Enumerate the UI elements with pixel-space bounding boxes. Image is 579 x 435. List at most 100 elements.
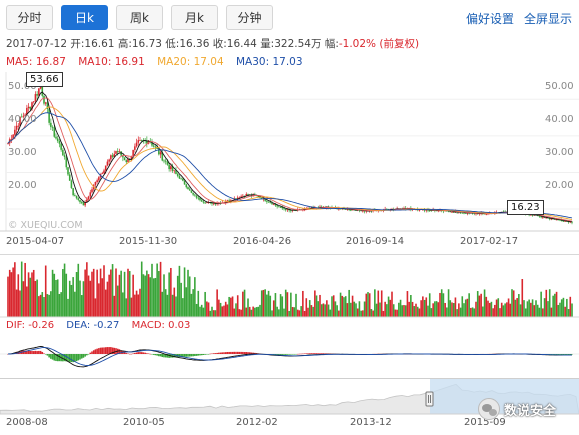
change-value: -1.02% xyxy=(338,38,377,50)
volume-bar xyxy=(195,303,198,317)
ma10-value: 16.91 xyxy=(114,56,145,68)
macd-bar xyxy=(32,351,35,354)
ma10-legend: MA10: 16.91 xyxy=(78,56,145,68)
volume-bar xyxy=(365,293,368,317)
xueqiu-watermark: © XUEQIU.COM xyxy=(8,220,83,231)
candle-body xyxy=(180,178,182,180)
volume-bar xyxy=(470,307,472,317)
price-tick-left: 40.00 xyxy=(8,114,37,125)
macd-bar xyxy=(36,351,38,354)
macd-bar xyxy=(235,351,237,354)
tab-minute[interactable]: 分钟 xyxy=(226,5,273,30)
volume-bar xyxy=(230,297,232,317)
volume-bar xyxy=(185,287,188,317)
macd-bar xyxy=(159,354,162,357)
volume-bar xyxy=(20,261,23,317)
volume-bar xyxy=(447,289,450,317)
macd-bar xyxy=(283,354,285,355)
preference-settings-link[interactable]: 偏好设置 xyxy=(466,12,515,26)
macd-bar xyxy=(82,354,85,358)
high-label: 高: xyxy=(117,38,132,50)
candle-body xyxy=(38,88,40,96)
volume-bar xyxy=(387,296,390,317)
volume-bar xyxy=(571,303,573,317)
volume-bar xyxy=(197,290,200,317)
candle-body xyxy=(200,200,203,202)
volume-bar xyxy=(526,301,529,317)
fullscreen-link[interactable]: 全屏显示 xyxy=(524,12,573,26)
volume-bar xyxy=(188,276,191,317)
tab-daily-k[interactable]: 日k xyxy=(61,5,108,30)
macd-bar xyxy=(320,353,323,354)
macd-chart[interactable] xyxy=(0,332,579,378)
navigator-selection[interactable] xyxy=(430,379,579,414)
volume-bar xyxy=(312,306,314,317)
candle-body xyxy=(562,221,565,222)
candle-body xyxy=(44,102,47,104)
volume-bar xyxy=(286,292,289,317)
timeline-navigator[interactable] xyxy=(0,378,579,415)
macd-bar xyxy=(27,350,30,354)
candle-body xyxy=(19,116,21,126)
macd-bar xyxy=(178,354,181,358)
adjust-mode-link[interactable]: (前复权) xyxy=(379,38,420,50)
macd-bar xyxy=(70,354,73,363)
macd-bar xyxy=(103,347,105,354)
macd-bar xyxy=(296,353,299,355)
volume-bar xyxy=(38,296,40,317)
navigator-left-handle[interactable] xyxy=(425,391,434,407)
candle-body xyxy=(536,215,539,217)
tab-monthly-k[interactable]: 月k xyxy=(171,5,218,30)
candle-body xyxy=(46,102,49,110)
volume-bar xyxy=(84,269,86,317)
macd-bar xyxy=(214,353,217,354)
candle-body xyxy=(27,106,30,109)
macd-bar xyxy=(108,347,110,354)
candle-body xyxy=(70,180,73,189)
volume-chart[interactable] xyxy=(0,254,579,318)
volume-bar xyxy=(14,262,16,317)
price-chart[interactable]: 50.00 40.00 30.00 20.00 50.00 40.00 30.0… xyxy=(0,72,579,242)
volume-bar xyxy=(550,307,553,317)
candle-body xyxy=(530,214,532,216)
macd-bar xyxy=(149,353,152,355)
candle-body xyxy=(255,195,258,197)
volume-bar xyxy=(518,294,520,317)
volume-bar xyxy=(473,308,476,317)
volume-bar xyxy=(317,301,320,317)
candle-body xyxy=(269,202,272,204)
candle-body xyxy=(386,209,388,210)
volume-bar xyxy=(274,293,277,317)
macd-bar xyxy=(317,353,320,354)
macd-bar xyxy=(245,352,248,354)
macd-label: MACD: xyxy=(131,320,165,331)
macd-bar xyxy=(192,354,194,357)
macd-bar xyxy=(284,354,287,355)
price-tick-left: 20.00 xyxy=(8,180,37,191)
tab-intraday[interactable]: 分时 xyxy=(6,5,53,30)
macd-bar xyxy=(243,352,246,354)
volume-bar xyxy=(122,292,124,317)
macd-bar xyxy=(200,354,203,356)
candle-body xyxy=(202,201,205,203)
volume-bar xyxy=(509,303,512,317)
macd-bar xyxy=(224,352,227,354)
candle-body xyxy=(84,202,86,206)
macd-bar xyxy=(65,354,68,362)
tab-weekly-k[interactable]: 周k xyxy=(116,5,163,30)
volume-bar xyxy=(223,305,225,317)
volume-bar xyxy=(500,302,503,317)
last-price-callout: 16.23 xyxy=(507,200,544,215)
volume-bar xyxy=(296,309,299,317)
volume-bar xyxy=(483,289,486,317)
candle-body xyxy=(122,155,124,158)
ma5-line xyxy=(7,91,573,223)
macd-bar xyxy=(91,351,93,354)
candle-body xyxy=(235,198,237,200)
date-tick: 2016-09-14 xyxy=(346,236,405,247)
candle-body xyxy=(548,218,551,220)
volume-bar xyxy=(211,306,213,317)
macd-bar xyxy=(183,354,186,357)
dif-value: -0.26 xyxy=(28,320,55,331)
volume-bar xyxy=(303,310,306,317)
